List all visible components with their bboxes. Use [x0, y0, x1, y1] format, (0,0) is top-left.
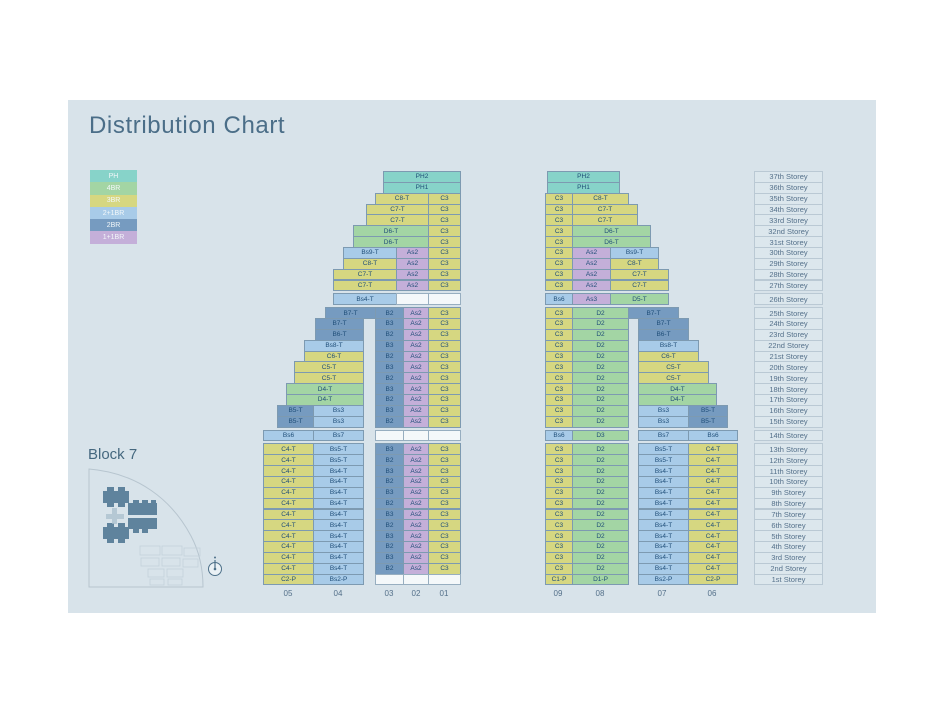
unit-cell-Bs2-P: Bs2-P [638, 573, 689, 586]
chart-panel [68, 100, 876, 613]
unit-cell-Bs6: Bs6 [545, 429, 573, 442]
storey-label-27: 27th Storey [754, 279, 823, 292]
unit-cell-D3: D3 [572, 429, 629, 442]
block7-buildings [103, 487, 157, 543]
stack-label-07: 07 [657, 589, 667, 598]
site-connector-paths [106, 508, 124, 524]
storey-label-26: 26th Storey [754, 293, 823, 306]
unit-cell-Bs2-P: Bs2-P [313, 573, 364, 586]
empty-unit-cell [396, 293, 429, 306]
unit-cell-C7-T: C7-T [333, 279, 397, 292]
legend-item-1+1BR: 1+1BR [90, 231, 137, 244]
stack-label-01: 01 [439, 589, 449, 598]
stack-label-06: 06 [707, 589, 717, 598]
storey-label-15: 15th Storey [754, 415, 823, 428]
unit-cell-Bs4-T: Bs4-T [333, 293, 397, 306]
unit-cell-As2: As2 [396, 279, 429, 292]
north-compass-icon [208, 556, 222, 576]
unit-cell-D1-P: D1-P [572, 573, 629, 586]
unit-type-legend: PH 4BR 3BR 2+1BR 2BR 1+1BR [90, 170, 137, 244]
stack-label-08: 08 [595, 589, 605, 598]
legend-item-2+1BR: 2+1BR [90, 206, 137, 220]
empty-unit-cell [375, 429, 404, 442]
unit-cell-Bs7: Bs7 [638, 429, 689, 442]
stack-label-03: 03 [384, 589, 394, 598]
unit-cell-Bs6: Bs6 [688, 429, 738, 442]
empty-unit-cell [403, 429, 429, 442]
unit-cell-D5-T: D5-T [610, 293, 669, 306]
unit-cell-As2: As2 [572, 279, 611, 292]
unit-cell-Bs3: Bs3 [313, 415, 364, 428]
empty-unit-cell [428, 293, 461, 306]
neighbor-buildings-outline [139, 545, 201, 586]
empty-unit-cell [428, 573, 461, 586]
unit-cell-Bs6: Bs6 [545, 293, 573, 306]
unit-cell-C7-T: C7-T [610, 279, 669, 292]
stack-label-09: 09 [553, 589, 563, 598]
site-boundary [88, 468, 204, 588]
stack-label-05: 05 [283, 589, 293, 598]
storey-label-14: 14th Storey [754, 429, 823, 442]
legend-item-3BR: 3BR [90, 194, 137, 207]
page-title: Distribution Chart [89, 112, 286, 139]
unit-cell-C3: C3 [428, 415, 461, 428]
unit-cell-B2: B2 [375, 415, 404, 428]
unit-cell-As3: As3 [572, 293, 611, 306]
unit-cell-D2: D2 [572, 415, 629, 428]
unit-cell-B5-T: B5-T [688, 415, 728, 428]
empty-unit-cell [375, 573, 404, 586]
unit-cell-C3: C3 [428, 279, 461, 292]
unit-cell-B5-T: B5-T [277, 415, 314, 428]
block-label: Block 7 [88, 446, 138, 463]
site-plan-map [88, 468, 222, 588]
unit-cell-C3: C3 [545, 415, 573, 428]
unit-cell-Bs7: Bs7 [313, 429, 364, 442]
unit-cell-Bs3: Bs3 [638, 415, 689, 428]
stack-label-04: 04 [333, 589, 343, 598]
legend-item-2BR: 2BR [90, 219, 137, 232]
unit-cell-C3: C3 [545, 279, 573, 292]
unit-cell-C2-P: C2-P [263, 573, 314, 586]
stack-label-02: 02 [411, 589, 421, 598]
unit-cell-As2: As2 [403, 415, 429, 428]
empty-unit-cell [403, 573, 429, 586]
storey-label-1: 1st Storey [754, 573, 823, 586]
unit-cell-C2-P: C2-P [688, 573, 738, 586]
unit-cell-C1-P: C1-P [545, 573, 573, 586]
unit-cell-Bs6: Bs6 [263, 429, 314, 442]
empty-unit-cell [428, 429, 461, 442]
legend-item-4BR: 4BR [90, 182, 137, 195]
legend-item-PH: PH [90, 170, 137, 183]
